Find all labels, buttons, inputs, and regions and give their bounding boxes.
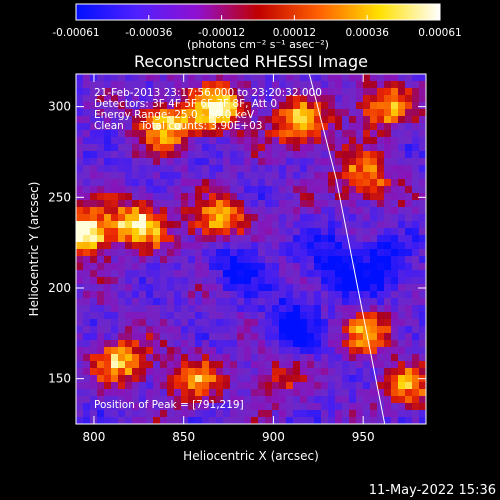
- solar-limb-line: [308, 74, 386, 424]
- y-tick-label: 150: [48, 372, 71, 386]
- colorbar: [75, 3, 441, 21]
- plot-frame: [75, 73, 427, 425]
- y-tick-label: 300: [48, 100, 71, 114]
- annotation-counts: Clean Total counts: 3.90E+03: [94, 120, 263, 132]
- colorbar-tick-label: -0.00061: [52, 27, 99, 39]
- x-tick-label: 850: [172, 430, 195, 444]
- colorbar-tick-label: 0.00012: [273, 27, 316, 39]
- y-axis-label: Heliocentric Y (arcsec): [27, 182, 41, 317]
- y-tick-label: 250: [48, 190, 71, 204]
- footer-timestamp: 11-May-2022 15:36: [369, 483, 496, 498]
- colorbar-tick-label: -0.00036: [125, 27, 173, 39]
- heatmap-image: [76, 74, 426, 424]
- annotation-time-range: 21-Feb-2013 23:17:56.000 to 23:20:32.000: [94, 87, 322, 99]
- x-axis-label: Heliocentric X (arcsec): [183, 449, 319, 463]
- chart-title: Reconstructed RHESSI Image: [134, 52, 368, 71]
- y-tick-label: 200: [48, 281, 71, 295]
- colorbar-tick-label: -0.00012: [198, 27, 245, 39]
- colorbar-label: (photons cm⁻² s⁻¹ asec⁻²): [187, 38, 329, 51]
- peak-position-label: Position of Peak = [791,219]: [94, 399, 244, 411]
- x-tick-label: 900: [262, 430, 285, 444]
- annotation-energy-range: Energy Range: 25.0 - 50.0 keV: [94, 109, 255, 121]
- x-tick-label: 800: [82, 430, 105, 444]
- plot-axes: 800 850 900 950 150 200 250 300: [48, 74, 426, 444]
- x-tick-label: 950: [352, 430, 375, 444]
- colorbar-ticks: -0.00061 -0.00036 -0.00012 0.00012 0.00036 0.…: [52, 15, 462, 39]
- colorbar-tick-label: 0.00061: [418, 27, 461, 39]
- annotation-detectors: Detectors: 3F 4F 5F 6F 7F 8F, Att 0: [94, 98, 277, 110]
- colorbar-tick-label: 0.00036: [345, 27, 389, 39]
